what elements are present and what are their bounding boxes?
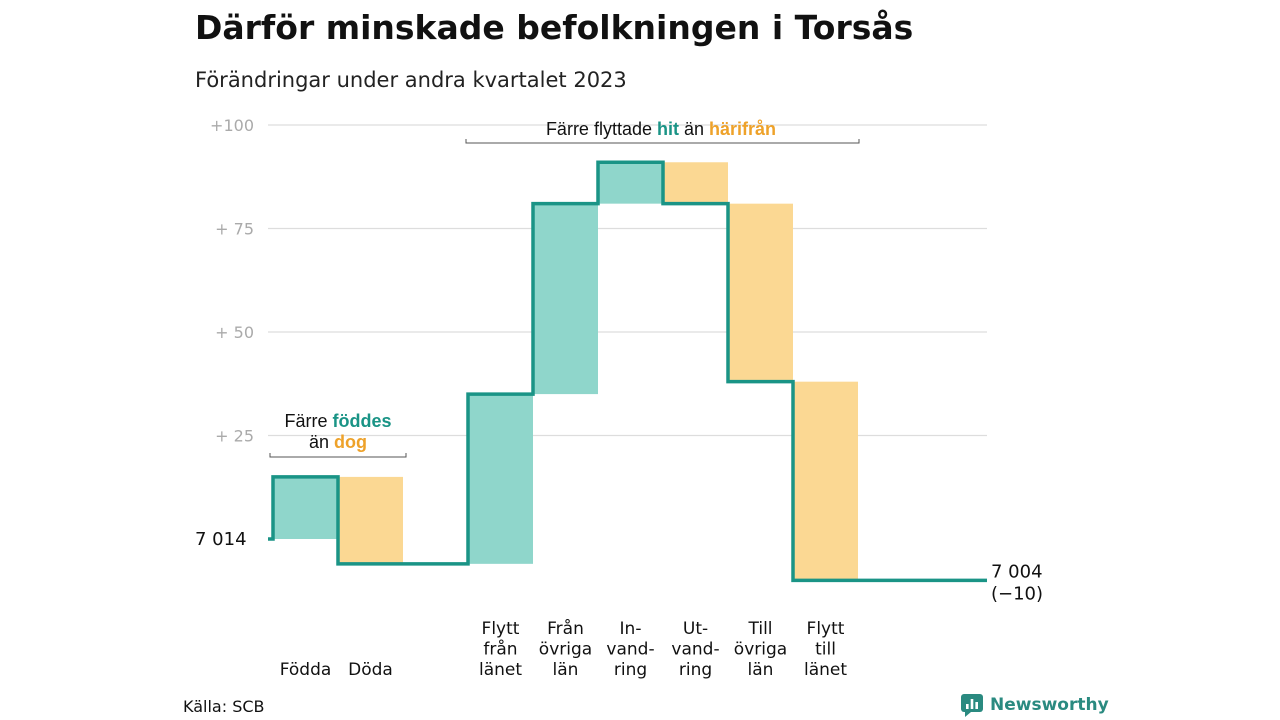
category-label: Från bbox=[547, 618, 584, 639]
waterfall-bar bbox=[533, 203, 598, 395]
category-label: län bbox=[553, 660, 579, 680]
annotation-bracket-migration bbox=[465, 139, 860, 144]
annotation-teal-word: föddes bbox=[333, 411, 392, 431]
waterfall-bar bbox=[338, 476, 403, 564]
category-label: Flytt bbox=[807, 619, 845, 639]
category-label: övriga bbox=[734, 640, 787, 660]
category-label: län bbox=[748, 660, 774, 680]
waterfall-bar bbox=[728, 203, 793, 382]
annotation-orange-word: dog bbox=[334, 432, 367, 452]
bar-chart-logo-icon bbox=[961, 694, 983, 717]
annotation-births-line1: Färre föddes bbox=[284, 411, 391, 431]
annotation-bracket-births bbox=[269, 453, 407, 458]
annotation-orange-word: härifrån bbox=[709, 119, 776, 139]
waterfall-bar bbox=[663, 162, 728, 204]
end-change-label: (−10) bbox=[991, 583, 1043, 604]
annotation-migration: Färre flyttade hit än härifrån bbox=[546, 119, 776, 139]
y-tick-label: + 25 bbox=[215, 427, 254, 446]
newsworthy-logo: Newsworthy bbox=[960, 693, 1109, 717]
annotation-text: Färre bbox=[284, 411, 332, 431]
waterfall-bar bbox=[793, 381, 858, 581]
chart-title: Därför minskade befolkningen i Torsås bbox=[195, 8, 914, 47]
waterfall-bar bbox=[273, 476, 338, 539]
category-label: Födda bbox=[280, 660, 332, 680]
category-label: vand- bbox=[606, 640, 654, 660]
waterfall-bar bbox=[598, 162, 663, 204]
category-label: Flytt bbox=[482, 619, 520, 639]
category-label: länet bbox=[804, 660, 847, 680]
annotation-text: Färre flyttade bbox=[546, 119, 657, 139]
category-label: till bbox=[815, 640, 836, 660]
annotation-teal-word: hit bbox=[657, 119, 679, 139]
brand-name: Newsworthy bbox=[990, 695, 1109, 715]
category-label: ring bbox=[679, 660, 712, 680]
category-label: ring bbox=[614, 660, 647, 680]
category-label: vand- bbox=[671, 640, 719, 660]
category-label: från bbox=[483, 639, 517, 660]
category-label: Döda bbox=[348, 660, 393, 680]
cumulative-step-line bbox=[268, 160, 987, 583]
y-tick-label: + 75 bbox=[215, 220, 254, 239]
start-value-label: 7 014 bbox=[195, 529, 247, 550]
y-tick-label: + 50 bbox=[215, 323, 254, 342]
category-label: länet bbox=[479, 660, 522, 680]
category-label: Ut- bbox=[683, 619, 708, 639]
annotation-births-line2: än dog bbox=[309, 432, 367, 452]
annotation-text: än bbox=[309, 432, 334, 452]
end-value-label: 7 004 bbox=[991, 561, 1043, 582]
waterfall-bar bbox=[468, 394, 533, 564]
chart-subtitle: Förändringar under andra kvartalet 2023 bbox=[195, 68, 627, 92]
category-label: In- bbox=[620, 619, 642, 639]
annotation-text: än bbox=[679, 119, 709, 139]
source-note: Källa: SCB bbox=[183, 697, 265, 716]
category-label: Till bbox=[747, 619, 772, 639]
y-tick-label: +100 bbox=[210, 116, 254, 135]
category-label: övriga bbox=[539, 640, 592, 660]
